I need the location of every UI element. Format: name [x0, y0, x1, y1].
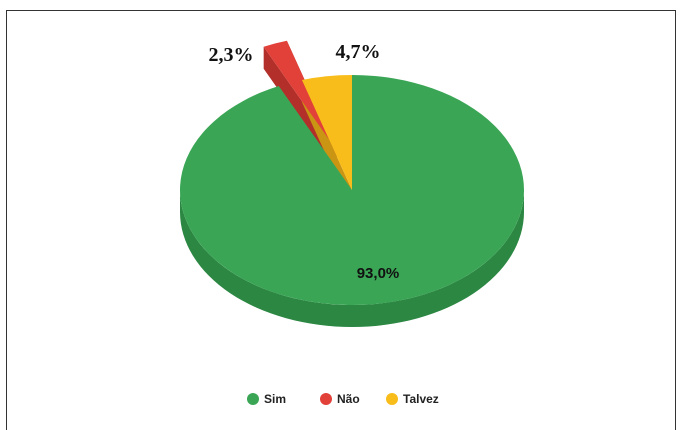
slice-talvez — [301, 75, 352, 190]
slice-nao — [263, 40, 337, 151]
legend-swatch — [386, 393, 398, 405]
pie-top-layer — [180, 40, 524, 305]
legend-swatch — [247, 393, 259, 405]
data-labels: 93,0% 2,3% 4,7% — [209, 41, 400, 282]
legend-item-talvez: Talvez — [386, 392, 439, 406]
legend-item-sim: Sim — [247, 392, 286, 406]
slice-side-nao — [263, 40, 337, 173]
legend-item-nao: Não — [320, 392, 360, 406]
legend-swatch — [320, 393, 332, 405]
data-label-talvez: 4,7% — [336, 41, 381, 63]
legend-label: Não — [337, 392, 360, 406]
legend-label: Sim — [264, 392, 286, 406]
data-label-sim: 93,0% — [357, 265, 400, 282]
chart-frame — [6, 10, 676, 430]
legend: Sim Não Talvez — [247, 392, 439, 406]
legend-label: Talvez — [403, 392, 439, 406]
data-label-nao: 2,3% — [209, 44, 254, 66]
